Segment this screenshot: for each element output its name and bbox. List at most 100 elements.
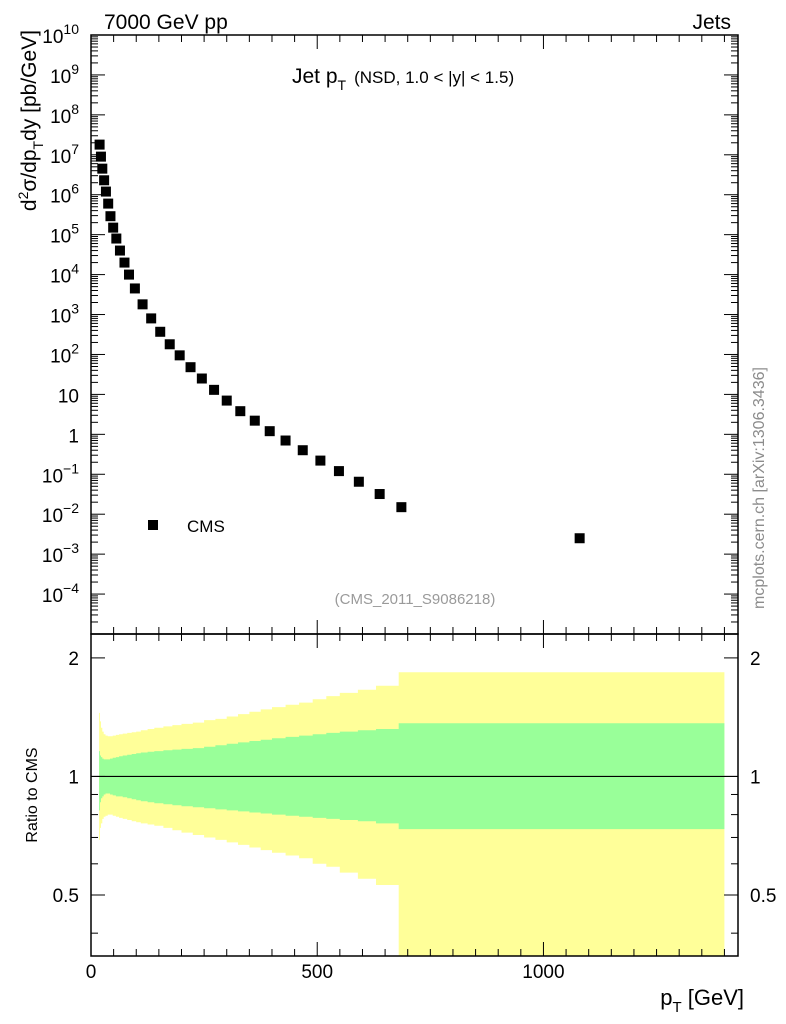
- data-point: [95, 151, 106, 162]
- ratio-y-tick-label-right: 2: [750, 649, 761, 670]
- data-point: [249, 415, 260, 426]
- ratio-y-tick-label-right: 1: [750, 767, 761, 788]
- y-tick-label: 104: [50, 261, 79, 288]
- y-tick-label: 10−2: [42, 500, 79, 527]
- y-tick-label-base: 10: [50, 107, 71, 128]
- legend-label-cms: CMS: [187, 517, 225, 536]
- y-tick-label-exponent: −1: [63, 460, 79, 476]
- plot-title-main: Jet p: [292, 65, 338, 88]
- y-tick-label-base: 10: [50, 147, 71, 168]
- y-axis-label: d2σ/dpTdy [pb/GeV]: [15, 30, 46, 211]
- y-tick-label: 103: [50, 301, 79, 328]
- x-tick-label: 500: [301, 962, 333, 983]
- y-tick-label-exponent: 8: [71, 101, 79, 117]
- cms-data-points: [94, 139, 585, 544]
- y-tick-label: 108: [50, 101, 79, 128]
- data-point: [108, 222, 119, 233]
- y-tick-label-base: 10: [42, 586, 63, 607]
- data-point: [146, 313, 157, 324]
- y-tick-label-exponent: −2: [63, 500, 79, 516]
- y-tick-label-exponent: 10: [63, 21, 79, 37]
- data-point: [119, 257, 130, 268]
- data-point: [374, 489, 385, 500]
- data-point: [103, 198, 114, 209]
- x-tick-label: 0: [86, 962, 97, 983]
- data-point: [574, 533, 585, 544]
- data-point: [353, 476, 364, 487]
- data-point: [396, 502, 407, 513]
- data-point: [209, 384, 220, 395]
- data-point: [264, 426, 275, 437]
- y-tick-label-base: 10: [50, 67, 71, 88]
- data-point: [129, 283, 140, 294]
- data-point: [164, 339, 175, 350]
- y-tick-label-exponent: 5: [71, 221, 79, 237]
- data-point: [196, 373, 207, 384]
- header-right: Jets: [692, 11, 731, 34]
- y-tick-label-base: 10: [50, 227, 71, 248]
- y-tick-label: 10−4: [42, 580, 79, 607]
- ratio-bands: [99, 672, 725, 956]
- y-tick-label-base: 10: [42, 506, 63, 527]
- y-tick-label-exponent: 2: [71, 340, 79, 356]
- data-point: [99, 175, 110, 186]
- ratio-y-tick-label-right: 0.5: [750, 886, 776, 907]
- y-tick-label-exponent: 9: [71, 61, 79, 77]
- y-tick-label: 1: [68, 426, 79, 447]
- data-point: [105, 211, 116, 222]
- y-tick-label-exponent: 3: [71, 301, 79, 317]
- data-point: [280, 435, 291, 446]
- data-point: [235, 406, 246, 417]
- y-tick-label-exponent: −3: [63, 540, 79, 556]
- y-tick-label-base: 10: [58, 386, 79, 407]
- y-tick-label-exponent: 4: [71, 261, 79, 277]
- legend-marker-cms: [148, 520, 158, 530]
- y-tick-label: 109: [50, 61, 79, 88]
- y-tick-label-base: 10: [42, 466, 63, 487]
- data-point: [94, 139, 105, 150]
- y-tick-label-base: 1: [68, 426, 79, 447]
- data-point: [97, 163, 108, 174]
- plot-title: Jet pT (NSD, 1.0 < |y| < 1.5): [292, 65, 514, 93]
- data-point: [114, 245, 125, 256]
- y-tick-label: 10−3: [42, 540, 79, 567]
- y-tick-label: 105: [50, 221, 79, 248]
- plot-title-sub: T: [338, 77, 347, 93]
- y-tick-label: 1010: [42, 21, 79, 48]
- data-point: [100, 186, 111, 197]
- data-point: [297, 445, 308, 456]
- y-tick-label-exponent: 6: [71, 181, 79, 197]
- y-tick-label-base: 10: [50, 307, 71, 328]
- ratio-y-axis-label: Ratio to CMS: [24, 747, 41, 842]
- data-point: [185, 362, 196, 373]
- ratio-y-tick-label: 0.5: [53, 886, 79, 907]
- analysis-watermark: (CMS_2011_S9086218): [335, 591, 496, 608]
- axis-tick-labels: 10−410−310−210−1110102103104105106107108…: [42, 21, 777, 983]
- plot-title-qualifier: (NSD, 1.0 < |y| < 1.5): [354, 68, 514, 87]
- data-point: [155, 326, 166, 337]
- y-tick-label-base: 10: [50, 267, 71, 288]
- data-point: [137, 299, 148, 310]
- ratio-y-tick-label: 1: [68, 767, 79, 788]
- data-point: [333, 466, 344, 477]
- y-tick-label-exponent: −4: [63, 580, 79, 596]
- data-point: [174, 350, 185, 361]
- data-point: [315, 455, 326, 466]
- main-plot-frame: [90, 34, 739, 635]
- y-tick-label-base: 10: [50, 346, 71, 367]
- side-credit-label: mcplots.cern.ch [arXiv:1306.3436]: [751, 367, 768, 609]
- ratio-plot-frame: [90, 633, 739, 957]
- y-tick-label: 106: [50, 181, 79, 208]
- y-tick-label: 102: [50, 340, 79, 367]
- y-tick-label-base: 10: [42, 546, 63, 567]
- header-left: 7000 GeV pp: [104, 11, 228, 34]
- data-point: [111, 233, 122, 244]
- ratio-y-tick-label: 2: [68, 649, 79, 670]
- data-point: [221, 395, 232, 406]
- y-tick-label: 10: [58, 386, 79, 407]
- y-tick-label: 107: [50, 141, 79, 168]
- y-tick-label-base: 10: [42, 27, 63, 48]
- y-tick-label-exponent: 7: [71, 141, 79, 157]
- y-tick-label: 10−1: [42, 460, 79, 487]
